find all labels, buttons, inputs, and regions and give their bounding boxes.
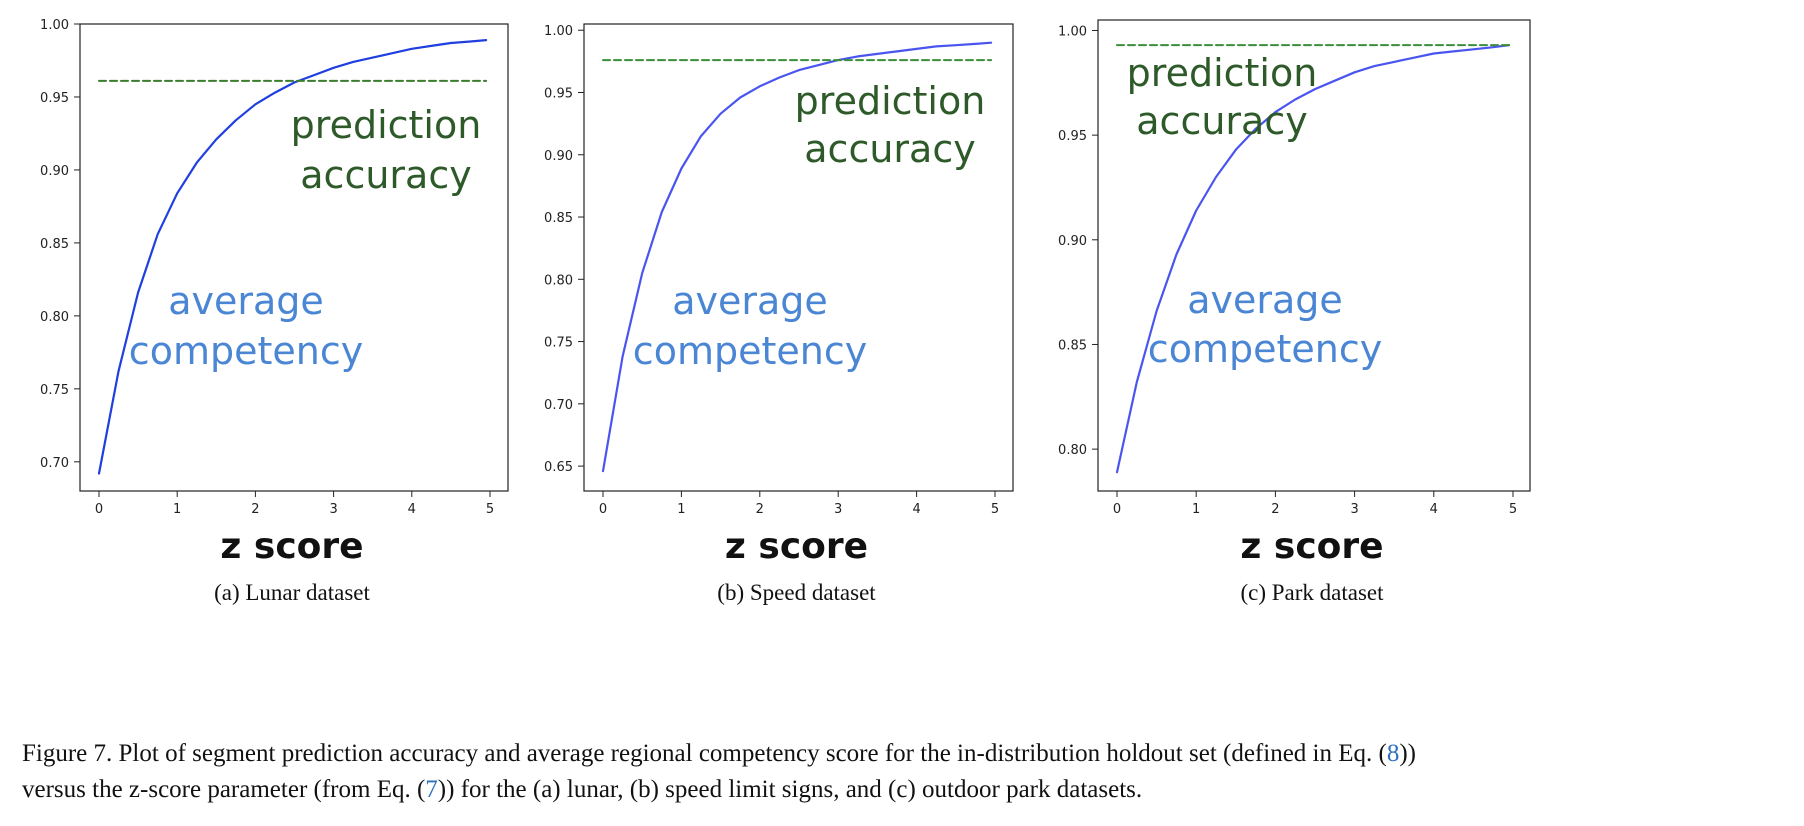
annotation-prediction-line1: prediction <box>291 103 482 147</box>
x-tick-label: 4 <box>912 502 920 517</box>
y-tick-label: 0.80 <box>1058 443 1087 458</box>
plot-frame <box>583 23 1014 492</box>
x-tick-label: 2 <box>756 502 764 517</box>
plot-frame <box>79 23 509 492</box>
series-line-average-competency <box>97 39 488 475</box>
y-tick-label: 0.85 <box>544 211 573 226</box>
caption-ref-eq8[interactable]: 8 <box>1386 740 1400 767</box>
x-tick-label: 1 <box>1192 502 1200 517</box>
x-tick-label: 0 <box>599 502 607 517</box>
y-tick-label: 1.00 <box>544 24 573 39</box>
caption-part2: )) <box>1399 740 1416 767</box>
x-tick-label: 2 <box>251 502 259 517</box>
y-tick-label: 0.95 <box>544 86 573 101</box>
series-line-average-competency <box>1115 44 1511 474</box>
y-tick-label: 1.00 <box>40 18 69 33</box>
annotation-prediction-line1: prediction <box>795 79 986 123</box>
y-tick-label: 0.80 <box>544 273 573 288</box>
chart-panel-2: 0 1 2 3 4 5 0.80 0.85 0.90 0.95 1.00 predictionaccu… <box>1058 19 1531 605</box>
y-tick-label: 0.95 <box>40 91 69 106</box>
caption-part4: )) for the (a) lunar, (b) speed limit si… <box>437 776 1143 803</box>
y-tick-label: 0.80 <box>40 310 69 325</box>
x-tick-label: 5 <box>991 502 999 517</box>
y-tick-label: 1.00 <box>1058 24 1087 39</box>
x-tick-label: 0 <box>95 502 103 517</box>
y-tick-label: 0.95 <box>1058 129 1087 144</box>
x-tick-label: 3 <box>1350 502 1358 517</box>
chart-panel-0: 0 1 2 3 4 5 0.70 0.75 0.80 0.85 0.90 0.95 1.00 predic… <box>40 18 509 605</box>
chart-panel-1: 0 1 2 3 4 5 0.65 0.70 0.75 0.80 0.85 0.90 0.95 1.00 pr… <box>544 23 1014 605</box>
x-tick-label: 4 <box>1430 502 1438 517</box>
x-tick-label: 5 <box>1509 502 1517 517</box>
annotation-competency-line2: competency <box>1148 327 1382 371</box>
annotation-competency-line1: average <box>168 279 324 323</box>
panel-subcaption: (a) Lunar dataset <box>214 580 370 605</box>
x-tick-label: 3 <box>834 502 842 517</box>
x-tick-label: 0 <box>1113 502 1121 517</box>
annotation-prediction-line2: accuracy <box>804 127 975 171</box>
x-axis-label: z score <box>220 526 363 567</box>
caption-part3: versus the z-score parameter (from Eq. ( <box>22 776 426 803</box>
series-line-average-competency <box>601 41 993 473</box>
y-tick-label: 0.75 <box>544 336 573 351</box>
y-tick-label: 0.85 <box>40 237 69 252</box>
annotation-competency-line2: competency <box>129 329 363 373</box>
x-axis-label: z score <box>1240 526 1383 567</box>
annotation-competency-line2: competency <box>633 329 867 373</box>
y-tick-label: 0.70 <box>544 398 573 413</box>
y-tick-label: 0.90 <box>544 149 573 164</box>
y-tick-label: 0.85 <box>1058 338 1087 353</box>
panel-subcaption: (b) Speed dataset <box>717 580 876 605</box>
y-tick-label: 0.65 <box>544 460 573 475</box>
y-tick-label: 0.90 <box>40 164 69 179</box>
panel-subcaption: (c) Park dataset <box>1240 580 1384 605</box>
y-tick-label: 0.90 <box>1058 234 1087 249</box>
y-tick-label: 0.70 <box>40 456 69 471</box>
caption-ref-eq7[interactable]: 7 <box>425 776 438 803</box>
x-tick-label: 1 <box>173 502 181 517</box>
plot-frame <box>1097 19 1531 492</box>
annotation-prediction-line2: accuracy <box>1136 99 1307 143</box>
annotation-competency-line1: average <box>672 279 828 323</box>
x-tick-label: 5 <box>486 502 494 517</box>
annotation-prediction-line2: accuracy <box>300 153 471 197</box>
x-axis-label: z score <box>725 526 868 567</box>
y-tick-label: 0.75 <box>40 383 69 398</box>
annotation-competency-line1: average <box>1187 278 1343 322</box>
annotation-prediction-line1: prediction <box>1127 51 1318 95</box>
x-tick-label: 1 <box>677 502 685 517</box>
x-tick-label: 3 <box>329 502 337 517</box>
figure-caption: Figure 7. Plot of segment prediction acc… <box>22 736 1792 808</box>
x-tick-label: 2 <box>1271 502 1279 517</box>
caption-part1: Figure 7. Plot of segment prediction acc… <box>22 740 1387 767</box>
x-tick-label: 4 <box>408 502 416 517</box>
